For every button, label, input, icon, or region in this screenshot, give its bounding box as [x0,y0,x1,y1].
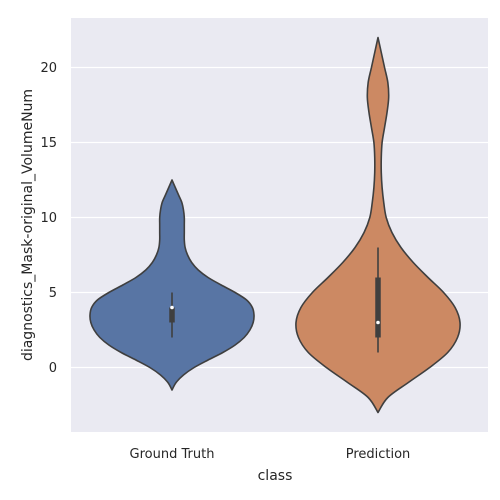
y-tick-label: 20 [40,61,57,76]
y-tick-label: 5 [49,286,57,301]
violin-prediction [295,36,461,414]
x-axis-label: class [258,468,293,484]
x-tick-label: Prediction [346,447,411,462]
x-tick-labels: Ground Truth Prediction [130,447,411,462]
violin-ground-truth [89,179,255,391]
x-tick-label: Ground Truth [130,447,215,462]
y-tick-label: 15 [40,136,57,151]
median-point [376,320,380,325]
y-axis-label: diagnostics_Mask-original_VolumeNum [20,89,36,361]
violin-body [295,36,461,414]
violins [89,36,461,414]
y-tick-label: 10 [40,211,57,226]
y-tick-labels: 0 5 10 15 20 [40,61,57,376]
median-point [170,305,174,310]
violin-body [89,179,255,391]
y-tick-label: 0 [49,361,57,376]
